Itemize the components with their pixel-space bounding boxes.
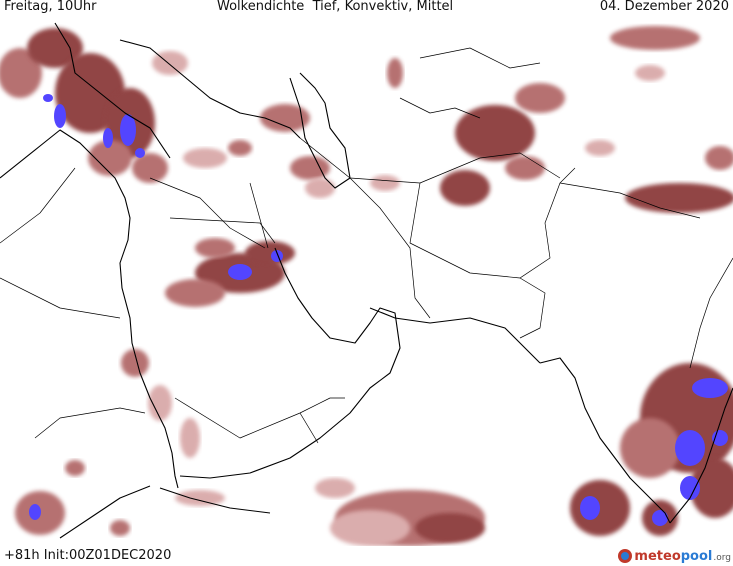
footer-bar: +81h Init:00Z01DEC2020 meteo pool .org <box>0 546 733 566</box>
cloud-cluster-south-india <box>570 363 733 536</box>
forecast-date: 04. Dezember 2020 <box>599 0 729 14</box>
cloud-cluster-arabian-sea <box>315 478 485 546</box>
brand-part-1: meteo <box>634 548 681 564</box>
cloud-layer <box>0 26 733 546</box>
cloud-density-map <box>0 22 733 546</box>
coastlines-and-borders <box>0 22 733 539</box>
header-bar: Freitag, 10Uhr Wolkendichte Tief, Konvek… <box>0 0 733 18</box>
brand-part-2: pool <box>680 548 713 564</box>
brand-suffix: .org <box>713 552 731 563</box>
meteopool-logo[interactable]: meteo pool .org <box>618 547 731 565</box>
cloud-cluster-central-asia <box>440 26 733 213</box>
forecast-day-time: Freitag, 10Uhr <box>4 0 97 14</box>
cloud-cluster-arabia-north <box>165 238 295 307</box>
model-run-info: +81h Init:00Z01DEC2020 <box>4 548 172 563</box>
cloud-cluster-red-sea <box>15 349 225 536</box>
meteopool-globe-icon <box>618 549 633 563</box>
map-title: Wolkendichte Tief, Konvektiv, Mittel <box>217 0 454 14</box>
cloud-cluster-caucasus <box>260 58 403 198</box>
cloud-cluster-europe <box>0 28 252 183</box>
